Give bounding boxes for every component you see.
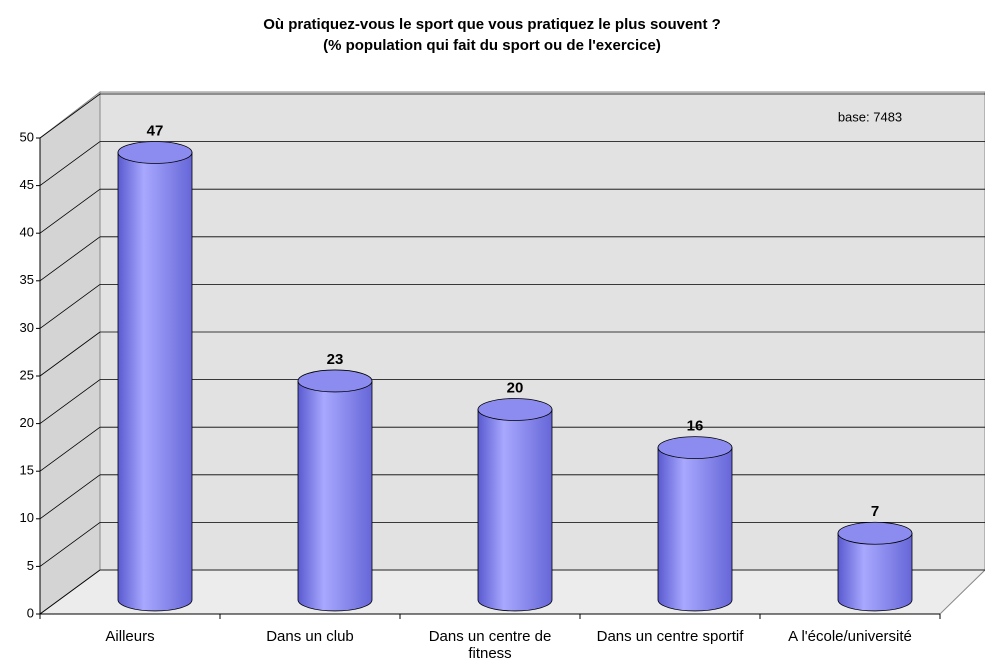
bar-body bbox=[477, 409, 553, 612]
data-label: 23 bbox=[327, 351, 344, 368]
data-label: 16 bbox=[687, 418, 704, 435]
data-label: 47 bbox=[147, 122, 164, 139]
y-tick-label: 50 bbox=[20, 129, 34, 144]
bar-body bbox=[297, 380, 373, 612]
grid-line bbox=[39, 141, 101, 186]
x-tick-label: Dans un centre sportif bbox=[596, 628, 744, 645]
side-wall bbox=[39, 90, 101, 615]
x-tick-label: Dans un club bbox=[266, 628, 354, 645]
chart-title: Où pratiquez-vous le sport que vous prat… bbox=[263, 16, 721, 33]
y-tick-label: 30 bbox=[20, 320, 34, 335]
y-tick-label: 40 bbox=[20, 225, 34, 240]
bar-top bbox=[297, 369, 373, 393]
data-label: 7 bbox=[871, 503, 879, 520]
x-tick-label: Ailleurs bbox=[105, 628, 155, 645]
x-tick-label: A l'école/université bbox=[788, 628, 912, 645]
y-tick-label: 15 bbox=[20, 463, 34, 478]
bar-top bbox=[837, 521, 913, 545]
y-tick-label: 20 bbox=[20, 415, 34, 430]
y-tick-label: 35 bbox=[20, 272, 34, 287]
y-tick-label: 10 bbox=[20, 510, 34, 525]
bar-top bbox=[117, 141, 193, 164]
y-tick-label: 25 bbox=[20, 367, 34, 382]
bar-body bbox=[837, 532, 913, 612]
grid-line bbox=[39, 474, 101, 520]
y-tick-label: 0 bbox=[27, 605, 34, 620]
data-label: 20 bbox=[507, 379, 524, 396]
bar-top bbox=[477, 398, 553, 421]
grid-line bbox=[39, 188, 101, 234]
chart-subtitle: (% population qui fait du sport ou de l'… bbox=[323, 37, 661, 54]
annotation: base: 7483 bbox=[838, 109, 902, 124]
grid-line bbox=[39, 284, 101, 329]
bar-top bbox=[657, 436, 733, 460]
grid-line bbox=[39, 426, 101, 472]
grid-line bbox=[39, 331, 101, 377]
grid-line bbox=[39, 93, 101, 139]
grid-line bbox=[39, 569, 101, 615]
bar-body bbox=[117, 152, 193, 612]
grid-line bbox=[39, 236, 101, 282]
y-tick-label: 5 bbox=[27, 558, 34, 573]
bar-body bbox=[657, 447, 733, 612]
grid-line bbox=[39, 379, 101, 424]
y-tick-label: 45 bbox=[20, 177, 34, 192]
x-tick-label: Dans un centre de fitness bbox=[428, 628, 552, 662]
grid-line bbox=[39, 522, 101, 567]
